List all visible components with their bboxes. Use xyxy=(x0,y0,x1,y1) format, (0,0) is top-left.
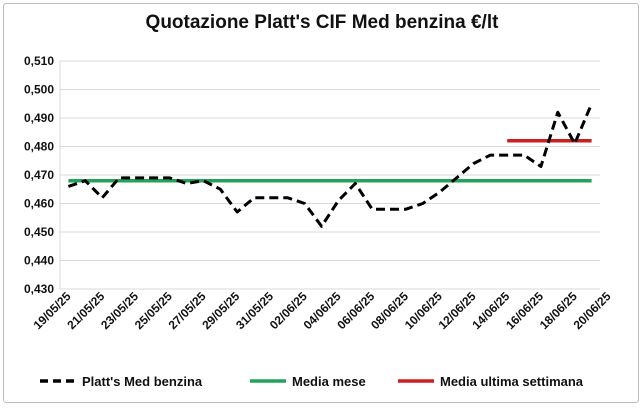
legend-label: Media ultima settimana xyxy=(440,374,584,389)
chart-title: Quotazione Platt's CIF Med benzina €/lt xyxy=(145,12,499,33)
y-tick-label: 0,450 xyxy=(24,225,54,239)
y-tick-label: 0,480 xyxy=(24,140,54,154)
series-line-0 xyxy=(67,103,593,228)
x-axis-ticks: 19/05/2521/05/2523/05/2525/05/2527/05/25… xyxy=(31,289,614,332)
legend-label: Platt's Med benzina xyxy=(82,374,203,389)
y-tick-label: 0,500 xyxy=(24,83,54,97)
y-tick-label: 0,460 xyxy=(24,197,54,211)
legend-label: Media mese xyxy=(292,374,366,389)
x-tick-label: 20/06/25 xyxy=(571,289,614,332)
legend: Platt's Med benzina Media mese Media ultim… xyxy=(40,374,584,389)
y-tick-label: 0,470 xyxy=(24,168,54,182)
y-tick-label: 0,490 xyxy=(24,111,54,125)
y-tick-label: 0,440 xyxy=(24,254,54,268)
y-tick-label: 0,430 xyxy=(24,282,54,296)
gridlines xyxy=(59,60,600,290)
series-lines xyxy=(67,103,593,228)
y-tick-label: 0,510 xyxy=(24,54,54,68)
y-axis-ticks: 0,430 0,440 0,450 0,460 0,470 0,480 0,490 0,500… xyxy=(24,54,54,296)
